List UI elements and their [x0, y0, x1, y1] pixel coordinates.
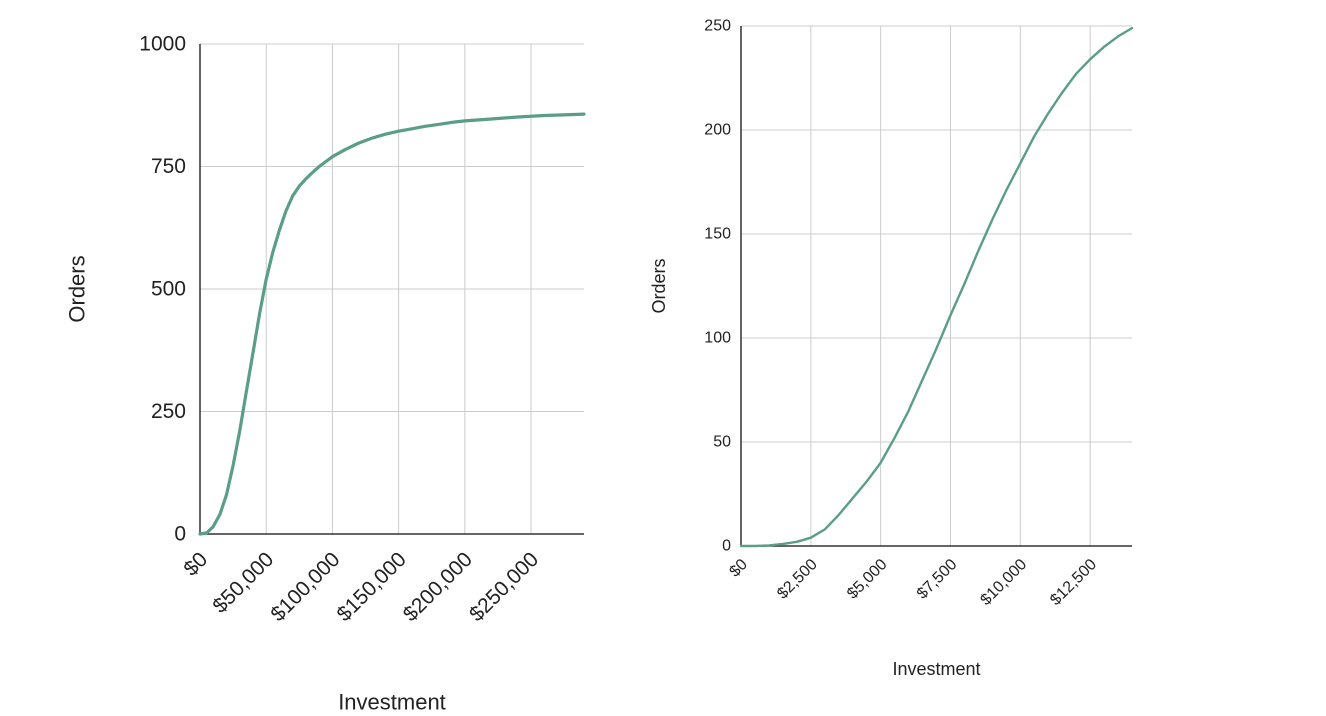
y-tick-label: 250: [151, 400, 186, 423]
x-tick-label: $100,000: [266, 548, 344, 626]
series-line: [198, 112, 586, 536]
chart-left: 02505007501000$0$50,000$100,000$150,000$…: [65, 33, 586, 715]
chart-right: 0 50 100 150 200 250 $0 $2,500 $5,000 $7,500 $10,0…: [649, 18, 1134, 679]
y-tick-label: 750: [151, 155, 186, 178]
x-tick-label: $250,000: [465, 548, 543, 626]
y-axis-title: Orders: [649, 258, 669, 313]
x-tick-label: $0: [179, 548, 212, 581]
x-tick-label: $150,000: [333, 548, 411, 626]
y-tick-label: 150: [704, 226, 731, 243]
x-tick-label: $10,000: [977, 556, 1030, 609]
y-tick-label: 50: [713, 434, 731, 451]
y-axis-title: Orders: [65, 255, 90, 322]
y-tick-label: 100: [704, 330, 731, 347]
x-axis-title: Investment: [338, 690, 446, 715]
y-tick-label: 0: [174, 523, 186, 546]
y-tick-label: 0: [722, 538, 731, 555]
x-tick-label: $200,000: [399, 548, 477, 626]
y-tick-label: 200: [704, 122, 731, 139]
y-tick-label: 250: [704, 18, 731, 35]
x-tick-label: $0: [726, 556, 751, 581]
x-tick-label: $2,500: [774, 556, 821, 603]
x-tick-label: $7,500: [914, 556, 961, 603]
x-tick-label: $12,500: [1047, 556, 1100, 609]
y-tick-label: 1000: [139, 33, 186, 56]
series-line: [739, 26, 1134, 548]
x-axis-title: Investment: [892, 659, 980, 679]
x-tick-label: $5,000: [844, 556, 891, 603]
y-tick-label: 500: [151, 278, 186, 301]
